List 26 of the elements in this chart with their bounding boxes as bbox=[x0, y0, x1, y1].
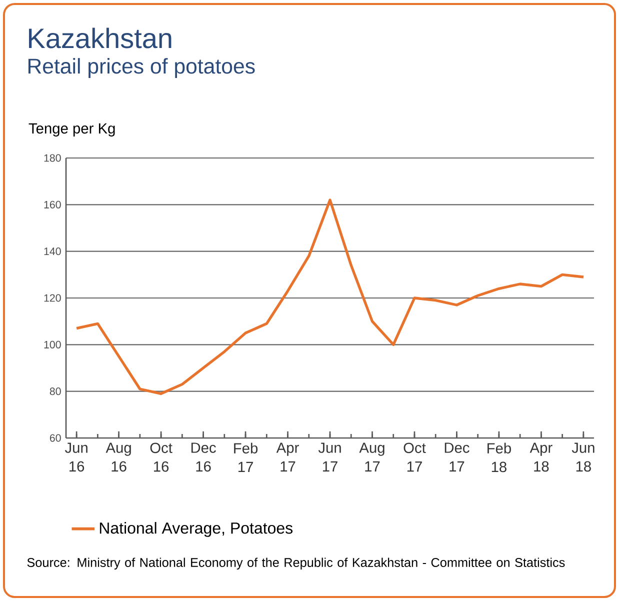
x-tick-label: Feb 18 bbox=[488, 442, 511, 472]
y-tick-label: 100 bbox=[44, 340, 61, 348]
x-tick-label: Apr 17 bbox=[276, 442, 299, 472]
source-note: Source: Ministry of National Economy of the Republic of Kazakhstan - Committee on Statistics bbox=[27, 558, 565, 570]
y-tick-label: 160 bbox=[44, 200, 61, 208]
x-tick-label: Feb 17 bbox=[234, 442, 258, 472]
x-tick-label: Dec 17 bbox=[444, 442, 470, 472]
x-tick-label: Apr 18 bbox=[530, 442, 552, 472]
x-tick-label: Dec 16 bbox=[191, 442, 216, 472]
legend-label: National Average, Potatoes bbox=[100, 522, 293, 537]
y-axis-title: Tenge per Kg bbox=[28, 123, 115, 136]
y-tick-label: 80 bbox=[50, 388, 61, 396]
x-tick-label: Oct 17 bbox=[404, 442, 426, 472]
x-tick-label: Aug 17 bbox=[359, 442, 384, 472]
chart-title: Kazakhstan bbox=[29, 28, 172, 48]
x-tick-label: Jun 17 bbox=[318, 442, 341, 472]
y-tick-label: 120 bbox=[44, 294, 61, 302]
x-tick-label: Oct 16 bbox=[150, 442, 172, 472]
x-tick-label: Aug 16 bbox=[106, 442, 131, 472]
x-tick-label: Jun 16 bbox=[64, 442, 88, 472]
line-series bbox=[75, 198, 585, 395]
chart-subtitle: Retail prices of potatoes bbox=[28, 58, 255, 78]
y-tick-label: 140 bbox=[44, 248, 61, 256]
x-tick-label: Jun 18 bbox=[572, 442, 594, 472]
y-tick-label: 180 bbox=[44, 154, 61, 162]
y-tick-label: 60 bbox=[50, 434, 61, 442]
